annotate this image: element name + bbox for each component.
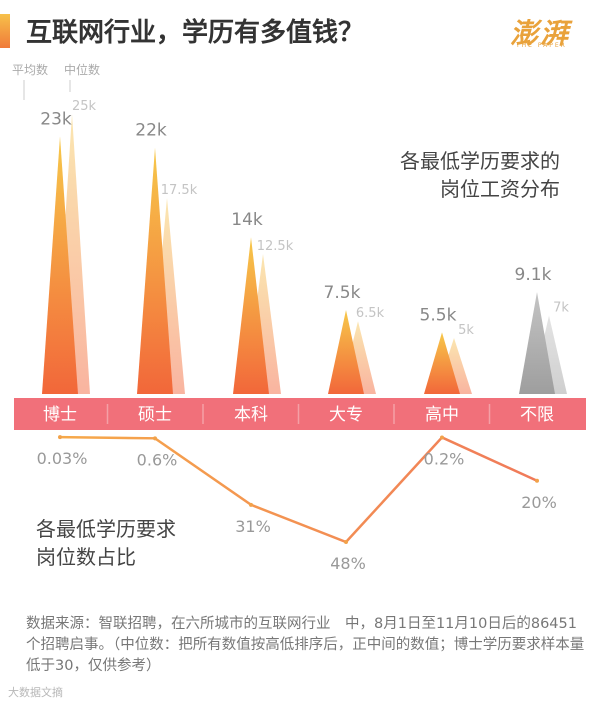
data-source-note: 数据来源：智联招聘，在六所城市的互联网行业 中，8月1日至11月10日后的864…	[26, 616, 585, 674]
category-label-5: 不限	[520, 405, 554, 425]
legend-mean-label: 平均数	[12, 62, 48, 77]
mean-label-0: 23k	[40, 109, 72, 129]
salary-bars	[42, 114, 567, 394]
median-label-5: 7k	[553, 301, 569, 316]
median-label-4: 5k	[458, 323, 474, 338]
salary-chart-label-line1: 各最低学历要求的	[400, 149, 560, 173]
share-labels: 0.03% 0.6% 31% 48% 0.2% 20%	[37, 449, 557, 573]
mean-label-2: 14k	[231, 210, 263, 230]
share-line-path	[59, 435, 538, 544]
share-label-4: 0.2%	[424, 449, 465, 468]
share-point-3	[344, 540, 348, 544]
mean-bar-5	[519, 292, 555, 394]
share-point-4	[440, 435, 444, 440]
category-label-2: 本科	[234, 405, 268, 425]
mean-label-1: 22k	[135, 121, 167, 141]
share-label-5: 20%	[521, 493, 557, 512]
mean-bar-4	[424, 332, 460, 394]
category-label-3: 大专	[329, 405, 363, 425]
median-label-3: 6.5k	[356, 306, 385, 321]
median-label-1: 17.5k	[161, 183, 198, 198]
share-label-3: 48%	[330, 554, 366, 573]
salary-chart-label-line2: 岗位工资分布	[440, 177, 560, 201]
page-title: 互联网行业，学历有多值钱？	[26, 18, 365, 48]
category-label-0: 博士	[43, 405, 77, 425]
mean-label-4: 5.5k	[420, 305, 457, 325]
mean-bar-3	[328, 310, 364, 394]
share-point-1	[153, 436, 157, 441]
share-label-2: 31%	[235, 517, 271, 536]
category-band	[14, 398, 586, 430]
category-label-1: 硕士	[138, 405, 172, 425]
share-point-2	[249, 502, 253, 507]
category-labels: 博士 硕士 本科 大专 高中 不限	[43, 404, 554, 425]
mean-label-3: 7.5k	[324, 283, 361, 303]
mean-bar-0	[42, 136, 78, 394]
mean-label-5: 9.1k	[515, 265, 552, 285]
the-paper-logo: 澎湃 THE PAPER	[510, 12, 580, 52]
title-accent-bar	[0, 14, 10, 48]
share-label-1: 0.6%	[137, 450, 178, 469]
mean-bar-1	[137, 147, 173, 394]
share-line	[58, 435, 539, 544]
mean-bar-2	[233, 237, 269, 394]
category-label-4: 高中	[425, 405, 459, 425]
share-label-0: 0.03%	[37, 449, 88, 468]
logo-subtext: THE PAPER	[516, 42, 567, 49]
share-chart-label-line1: 各最低学历要求	[36, 517, 176, 541]
legend-median-label: 中位数	[64, 62, 100, 77]
median-label-0: 25k	[72, 99, 97, 114]
watermark: 大数据文摘	[8, 686, 63, 699]
logo-text: 澎湃	[510, 17, 571, 50]
share-point-5	[535, 478, 539, 483]
share-chart-label-line2: 岗位数占比	[36, 545, 136, 569]
median-label-2: 12.5k	[257, 239, 294, 254]
share-point-0	[58, 435, 62, 440]
